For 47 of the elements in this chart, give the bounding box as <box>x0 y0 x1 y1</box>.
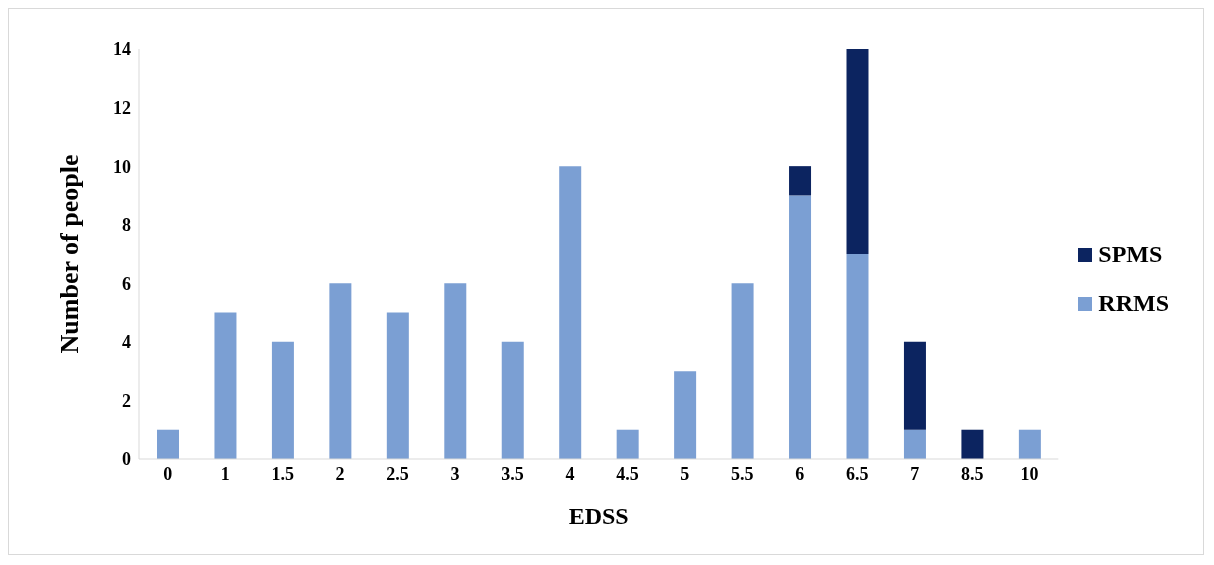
x-tick-label: 5 <box>680 463 690 484</box>
bar <box>444 283 467 459</box>
bar <box>616 429 639 459</box>
bar <box>329 283 352 459</box>
bar <box>674 371 697 459</box>
x-tick-label: 10 <box>1020 463 1039 484</box>
bar <box>903 341 926 430</box>
bar <box>386 312 409 459</box>
x-tick-label: 1 <box>220 463 230 484</box>
x-axis-title: EDSS <box>568 503 629 529</box>
x-tick-label: 6 <box>795 463 805 484</box>
bar <box>1018 429 1041 459</box>
x-tick-label: 7 <box>910 463 920 484</box>
y-tick-label: 6 <box>122 273 131 294</box>
bar <box>789 166 812 196</box>
y-tick-label: 14 <box>113 39 131 60</box>
bar <box>789 195 812 459</box>
x-tick-label: 4.5 <box>616 463 639 484</box>
x-tick-label: 2 <box>335 463 345 484</box>
y-tick-label: 8 <box>122 215 131 236</box>
bar <box>846 254 869 459</box>
bar <box>559 166 582 459</box>
x-tick-label: 4 <box>565 463 575 484</box>
bar <box>961 429 984 459</box>
y-tick-label: 2 <box>122 390 131 411</box>
y-tick-label: 12 <box>113 97 131 118</box>
x-tick-label: 1.5 <box>271 463 294 484</box>
y-tick-label: 10 <box>113 156 131 177</box>
bar <box>157 429 179 459</box>
legend-label: SPMS <box>1098 241 1163 268</box>
y-tick-label: 0 <box>122 449 131 470</box>
bar <box>846 49 869 254</box>
x-tick-label: 6.5 <box>845 463 869 484</box>
legend-label: RRMS <box>1098 290 1169 317</box>
bar <box>903 429 926 459</box>
x-tick-label: 8.5 <box>960 463 984 484</box>
y-tick-label: 4 <box>122 332 131 353</box>
x-tick-label: 2.5 <box>386 463 409 484</box>
x-tick-label: 5.5 <box>731 463 754 484</box>
bar <box>501 341 524 459</box>
x-tick-label: 0 <box>163 463 173 484</box>
bar <box>731 283 754 459</box>
y-axis-title: Number of people <box>55 154 85 354</box>
x-tick-label: 3 <box>450 463 460 484</box>
bar <box>214 312 237 459</box>
x-tick-label: 3.5 <box>501 463 524 484</box>
bar <box>271 341 294 459</box>
